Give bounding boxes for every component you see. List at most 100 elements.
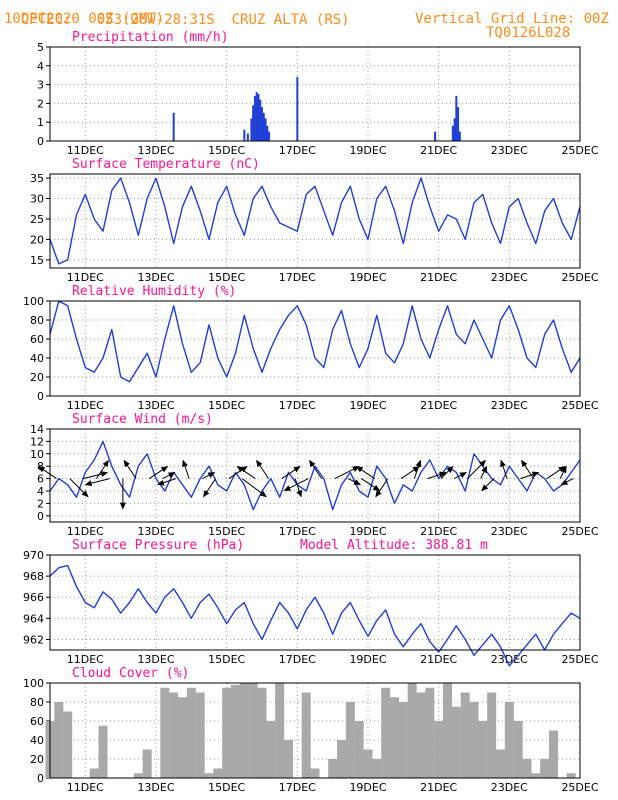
- wind-y-tick-label: 10: [30, 448, 44, 461]
- wind-vector: [334, 466, 360, 480]
- humidity-y-tick-label: 20: [30, 371, 44, 384]
- precip-bar: [453, 118, 456, 141]
- wind-y-tick-label: 6: [37, 473, 44, 486]
- humidity-title: Relative Humidity (%): [72, 284, 236, 299]
- precip-y-tick-label: 0: [37, 135, 44, 148]
- precip-y-tick-label: 3: [37, 79, 44, 92]
- precip-bar: [253, 95, 256, 141]
- header-model-code: TQ0126L028: [486, 25, 571, 41]
- cloud-cloud-bar: [63, 711, 73, 778]
- cloud-y-tick-label: 80: [30, 696, 44, 709]
- precip-bar: [458, 131, 461, 141]
- wind-vector: [467, 459, 487, 479]
- wind-vector: [83, 471, 109, 480]
- cloud-cloud-bar: [133, 773, 143, 778]
- wind-frame: [49, 428, 581, 523]
- pressure-x-tick-label: 11DEC: [67, 653, 104, 666]
- pressure-title: Surface Pressure (hPa): [72, 538, 244, 553]
- wind-vector: [236, 466, 256, 480]
- precip-bar: [252, 105, 255, 141]
- cloud-cloud-bar: [54, 702, 64, 778]
- precip-bar: [259, 99, 262, 141]
- humidity-y-tick-label: 40: [30, 352, 44, 365]
- wind-y-tick-label: 0: [37, 510, 44, 523]
- wind-y-tick-label: 4: [37, 485, 44, 498]
- cloud-cloud-bar: [416, 692, 426, 778]
- precip-x-tick-label: 17DEC: [279, 144, 316, 157]
- cloud-cloud-bar: [231, 684, 240, 778]
- cloud-cloud-bar: [522, 759, 532, 778]
- precip-bar: [172, 112, 175, 141]
- precip-bar: [455, 95, 458, 141]
- precip-y-tick-label: 2: [37, 97, 44, 110]
- pressure-x-tick-label: 13DEC: [137, 653, 174, 666]
- cloud-y-tick-label: 40: [30, 734, 44, 747]
- pressure-annotation: Model Altitude: 388.81 m: [300, 538, 488, 553]
- cloud-frame: [49, 682, 581, 779]
- pressure-x-tick-label: 15DEC: [208, 653, 245, 666]
- wind-vector: [559, 465, 567, 479]
- cloud-cloud-bar: [98, 725, 108, 778]
- wind-vector: [162, 472, 176, 480]
- temperature-x-tick-label: 15DEC: [208, 271, 245, 284]
- wind-vector: [500, 459, 508, 479]
- cloud-cloud-bar: [460, 692, 470, 778]
- precip-x-tick-label: 21DEC: [420, 144, 457, 157]
- precip-bar: [250, 118, 253, 141]
- pressure-x-tick-label: 17DEC: [279, 653, 316, 666]
- cloud-x-tick-label: 25DEC: [561, 781, 598, 794]
- wind-vector: [156, 478, 177, 486]
- cloud-cloud-bar: [531, 773, 541, 778]
- precip-panel: 11DEC 13DEC 15DEC 17DEC 19DEC 21DEC 23DEC 25DEC…: [37, 30, 599, 157]
- wind-vector: [355, 466, 375, 480]
- header-init-time: 10DEC2020 00Z (GMT): [4, 11, 165, 27]
- pressure-series-line: [49, 564, 581, 667]
- cloud-cloud-bar: [204, 773, 214, 778]
- cloud-cloud-bar: [266, 721, 276, 778]
- cloud-cloud-bar: [275, 683, 285, 778]
- temperature-frame: [49, 173, 581, 269]
- cloud-cloud-bar: [354, 721, 364, 778]
- cloud-cloud-bar: [195, 692, 205, 778]
- pressure-y-tick-label: 962: [23, 633, 44, 646]
- precip-y-tick-label: 5: [37, 41, 44, 54]
- header-grid-note: Vertical Grid Line: 00Z: [415, 11, 609, 27]
- cloud-cloud-bar: [398, 702, 408, 778]
- precip-x-tick-label: 11DEC: [67, 144, 104, 157]
- pressure-y-tick-label: 968: [23, 570, 44, 583]
- temperature-x-tick-label: 23DEC: [491, 271, 528, 284]
- cloud-cloud-bar: [434, 721, 444, 778]
- wind-x-tick-label: 11DEC: [67, 525, 104, 538]
- precip-x-tick-label: 23DEC: [491, 144, 528, 157]
- precip-x-tick-label: 15DEC: [208, 144, 245, 157]
- wind-y-tick-label: 2: [37, 497, 44, 510]
- cloud-cloud-bar: [540, 759, 550, 778]
- wind-y-tick-label: 8: [37, 460, 44, 473]
- cloud-cloud-bar: [478, 721, 488, 778]
- temperature-y-tick-label: 20: [30, 233, 44, 246]
- pressure-y-tick-label: 970: [23, 549, 44, 562]
- wind-vector: [256, 459, 270, 479]
- wind-vector: [84, 478, 110, 487]
- header-station: CRUZ ALTA (RS): [231, 12, 350, 28]
- precip-bar: [266, 125, 269, 141]
- cloud-x-tick-label: 19DEC: [349, 781, 386, 794]
- cloud-cloud-bar: [549, 730, 558, 778]
- wind-x-tick-label: 25DEC: [561, 525, 598, 538]
- cloud-cloud-bar: [381, 687, 391, 778]
- cloud-cloud-bar: [169, 692, 179, 778]
- cloud-cloud-bar: [372, 759, 382, 778]
- wind-vector: [202, 472, 216, 480]
- header-coords: 053:26W-28:31S: [96, 12, 215, 28]
- cloud-cloud-bar: [248, 683, 258, 778]
- cloud-cloud-bar: [213, 768, 223, 778]
- humidity-y-tick-label: 80: [30, 314, 44, 327]
- wind-x-tick-label: 19DEC: [349, 525, 386, 538]
- humidity-frame: [49, 300, 581, 397]
- cloud-cloud-bar: [328, 759, 338, 778]
- wind-x-tick-label: 17DEC: [279, 525, 316, 538]
- cloud-y-tick-label: 100: [23, 677, 44, 690]
- wind-vector: [283, 478, 309, 492]
- humidity-x-tick-label: 21DEC: [420, 399, 457, 412]
- precip-y-tick-label: 4: [37, 60, 44, 73]
